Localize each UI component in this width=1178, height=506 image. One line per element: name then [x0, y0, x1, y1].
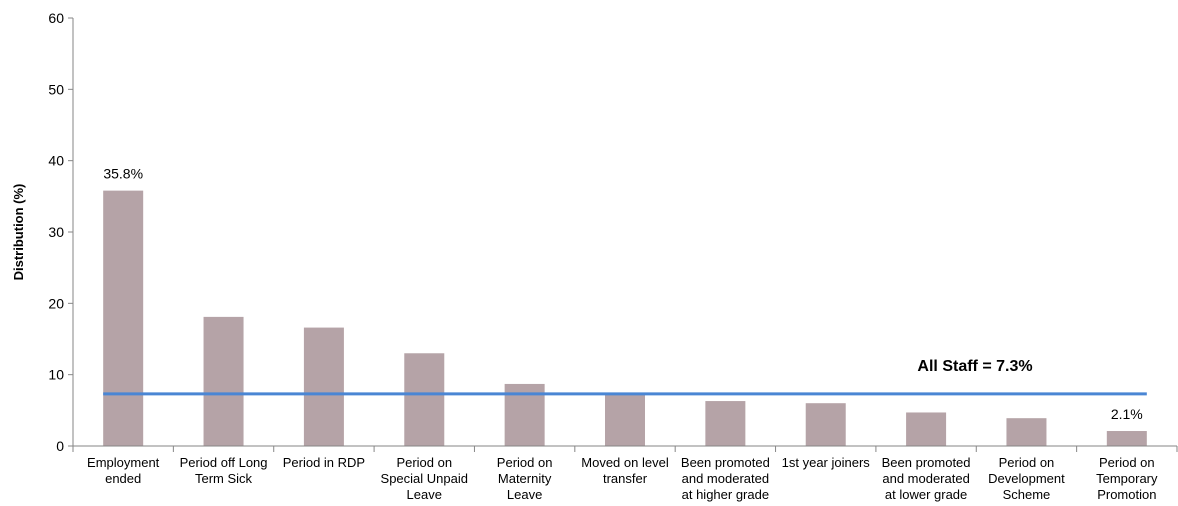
- bar: [605, 393, 645, 446]
- y-tick-label: 10: [48, 367, 64, 383]
- y-tick-label: 0: [56, 438, 64, 454]
- bar: [705, 401, 746, 446]
- x-tick-label: 1st year joiners: [782, 455, 871, 470]
- bar: [303, 327, 344, 446]
- x-tick-label: Period on Maternity Leave: [497, 455, 553, 502]
- x-tick-label: Employment ended: [87, 455, 160, 486]
- x-tick-label: Period in RDP: [283, 455, 365, 470]
- bars: [103, 190, 1147, 446]
- reference-line-label: All Staff = 7.3%: [917, 358, 1032, 375]
- y-axis-title: Distribution (%): [11, 184, 26, 281]
- x-tick-label: Been promoted and moderated at lower grade: [882, 455, 971, 502]
- reference-line-group: All Staff = 7.3%: [103, 358, 1147, 396]
- y-tick-label: 20: [48, 295, 64, 311]
- y-tick-label: 30: [48, 224, 64, 240]
- bar: [203, 316, 244, 446]
- x-tick-label: Period on Development Scheme: [988, 455, 1065, 502]
- data-label: 2.1%: [1111, 406, 1143, 422]
- bar: [404, 353, 445, 446]
- y-tick-label: 50: [48, 81, 64, 97]
- x-tick-label: Moved on level transfer: [581, 455, 669, 486]
- x-tick-label: Period off Long Term Sick: [180, 455, 268, 486]
- bar: [1006, 418, 1047, 446]
- y-tick-label: 40: [48, 153, 64, 169]
- data-labels: 35.8% 2.1%: [103, 166, 1142, 422]
- data-label: 35.8%: [103, 166, 143, 182]
- x-tick-label: Period on Temporary Promotion: [1096, 455, 1158, 502]
- y-tick-label: 60: [48, 10, 64, 26]
- bar: [906, 412, 947, 446]
- bar: [805, 403, 846, 446]
- bar: [1106, 431, 1147, 446]
- bar: [103, 190, 144, 446]
- x-axis: Employment ended Period off Long Term Sick P…: [72, 445, 1178, 502]
- x-tick-label: Been promoted and moderated at higher grad…: [681, 455, 770, 502]
- y-axis: 0 10 20 30 40 50 60: [48, 10, 74, 454]
- x-tick-label: Period on Special Unpaid Leave: [381, 455, 468, 502]
